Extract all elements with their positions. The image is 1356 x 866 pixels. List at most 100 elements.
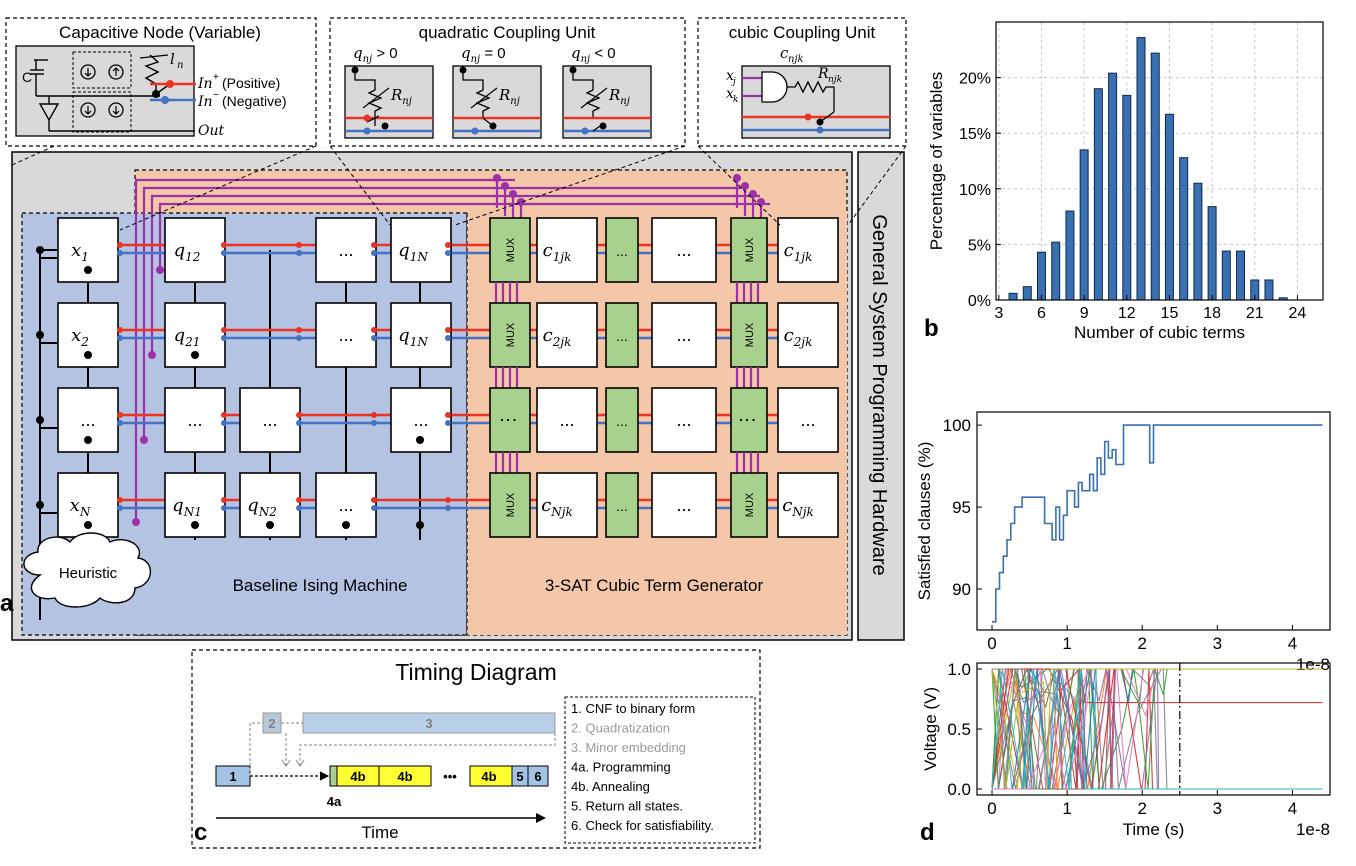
in-pos-label: In (197, 76, 213, 92)
quadratic-cell (164, 387, 226, 453)
quad-switch-body (344, 65, 434, 139)
time-label: Time (361, 823, 398, 842)
histogram-bar (1164, 113, 1174, 301)
cell-label: ... (676, 325, 691, 345)
x-tick-label: 4 (1288, 799, 1297, 818)
capacitive-node-body (15, 45, 195, 137)
cell-label: ... (800, 410, 815, 430)
legend-item: 4a. Programming (571, 760, 671, 775)
cell-label: ... (676, 410, 691, 430)
y-axis-label: Satisfied clauses (%) (915, 442, 934, 601)
cubic-in1: x (726, 68, 734, 84)
quad-switch-body (452, 65, 542, 139)
mux-label: MUX (744, 237, 756, 262)
svg-text:...: ... (616, 413, 628, 429)
histogram-bar (1108, 72, 1118, 301)
cell-label: ... (262, 410, 277, 430)
cubic-cell (651, 387, 717, 453)
continuation-dots: ••• (443, 769, 457, 784)
mux-label: ⋮ (498, 411, 518, 429)
histogram-bar (1093, 88, 1103, 301)
current-label: l (170, 50, 175, 68)
cubic-unit-inset: cubic Coupling Unit c njk x j x k R njk (697, 17, 907, 226)
quadratic-cell (315, 217, 377, 283)
out-label: Out (198, 123, 224, 139)
y-tick-label: 10% (959, 182, 991, 199)
mux-block-mid (605, 472, 639, 538)
histogram-bar (1179, 157, 1189, 301)
side-label: General System Programming Hardware (868, 214, 890, 575)
x-tick-label: 1 (1062, 799, 1071, 818)
clauses-line (992, 424, 1323, 623)
x-tick-label: 12 (1118, 305, 1136, 322)
histogram-bar (1236, 250, 1246, 301)
histogram-bar (1036, 251, 1046, 301)
block-2-label: 2 (268, 716, 275, 731)
legend-item: 1. CNF to binary form (571, 701, 695, 716)
y-tick-label: 0% (968, 293, 991, 310)
heuristic-cloud: Heuristic (23, 532, 152, 608)
x-tick-label: 0 (987, 634, 996, 653)
panel-d: d 0 1 2 3 4 90 95 100 1e-8 Satisfied clauses (%) 0… (915, 411, 1331, 846)
x-tick-label: 15 (1161, 305, 1179, 322)
cubic-cell (536, 302, 598, 368)
in-neg-text: (Negative) (222, 93, 287, 109)
block-4b-2 (378, 765, 432, 787)
cubic-resistor-sub: njk (828, 75, 842, 85)
offset-text: 1e-8 (1296, 820, 1330, 839)
y-tick-label: 90 (952, 580, 971, 599)
cell-label: ... (338, 240, 353, 260)
x-tick-label: 3 (994, 305, 1003, 322)
x-tick-label: 1 (1062, 634, 1071, 653)
x-tick-label: 3 (1213, 799, 1222, 818)
control-line (150, 194, 760, 355)
capacitive-node-title: Capacitive Node (Variable) (59, 23, 261, 42)
block-1-label: 1 (229, 769, 236, 784)
cubic-cell (536, 217, 598, 283)
cell-label: ... (413, 410, 428, 430)
offset-text: 1e-8 (1296, 655, 1330, 674)
cubic-coef: c (780, 44, 789, 62)
clauses-plot-frame (976, 411, 1331, 631)
quadratic-cell (390, 302, 452, 368)
cap-label: C (22, 69, 32, 85)
timing-title: Timing Diagram (395, 659, 556, 685)
cubic-cell (777, 387, 839, 453)
cubic-cell (536, 472, 598, 538)
mux-block (489, 472, 531, 538)
histogram-bar (1150, 52, 1160, 301)
histogram-bar (1136, 37, 1146, 301)
mux-block-mid (605, 217, 639, 283)
block-3-label: 3 (425, 716, 432, 731)
current-sub: n (177, 60, 183, 71)
mux-label: MUX (744, 322, 756, 347)
y-tick-label: 0.0 (947, 780, 971, 799)
x-tick-label: 24 (1289, 305, 1307, 322)
block-6 (527, 765, 549, 787)
cubic-cell (777, 302, 839, 368)
quadratic-cell (164, 217, 226, 283)
histogram-bar (1022, 286, 1032, 301)
block-6-label: 6 (534, 769, 541, 784)
cubic-resistor: R (817, 66, 829, 82)
y-axis-label: Voltage (V) (921, 687, 940, 771)
y-tick-label: 95 (952, 498, 971, 517)
x-axis-label: Time (s) (1123, 820, 1185, 839)
plot-frame (995, 21, 1324, 301)
panel-a: General System Programming Hardware Base… (0, 17, 907, 641)
label-4a: 4a (327, 794, 342, 809)
panel-c-label: c (194, 819, 207, 846)
histogram-bar (1193, 182, 1203, 301)
x-axis-label: Number of cubic terms (1074, 323, 1245, 342)
cell-label: ... (80, 410, 95, 430)
y-tick-label: 15% (959, 126, 991, 143)
cubic-unit-title: cubic Coupling Unit (729, 23, 876, 42)
cubic-cell (777, 472, 839, 538)
x-tick-label: 6 (1037, 305, 1046, 322)
y-tick-label: 5% (968, 237, 991, 254)
heuristic-label: Heuristic (59, 565, 118, 582)
cloud-shape (23, 532, 152, 608)
quad-switch-body (562, 65, 652, 139)
mux-block-mid (605, 387, 639, 453)
cubic-cell (651, 217, 717, 283)
